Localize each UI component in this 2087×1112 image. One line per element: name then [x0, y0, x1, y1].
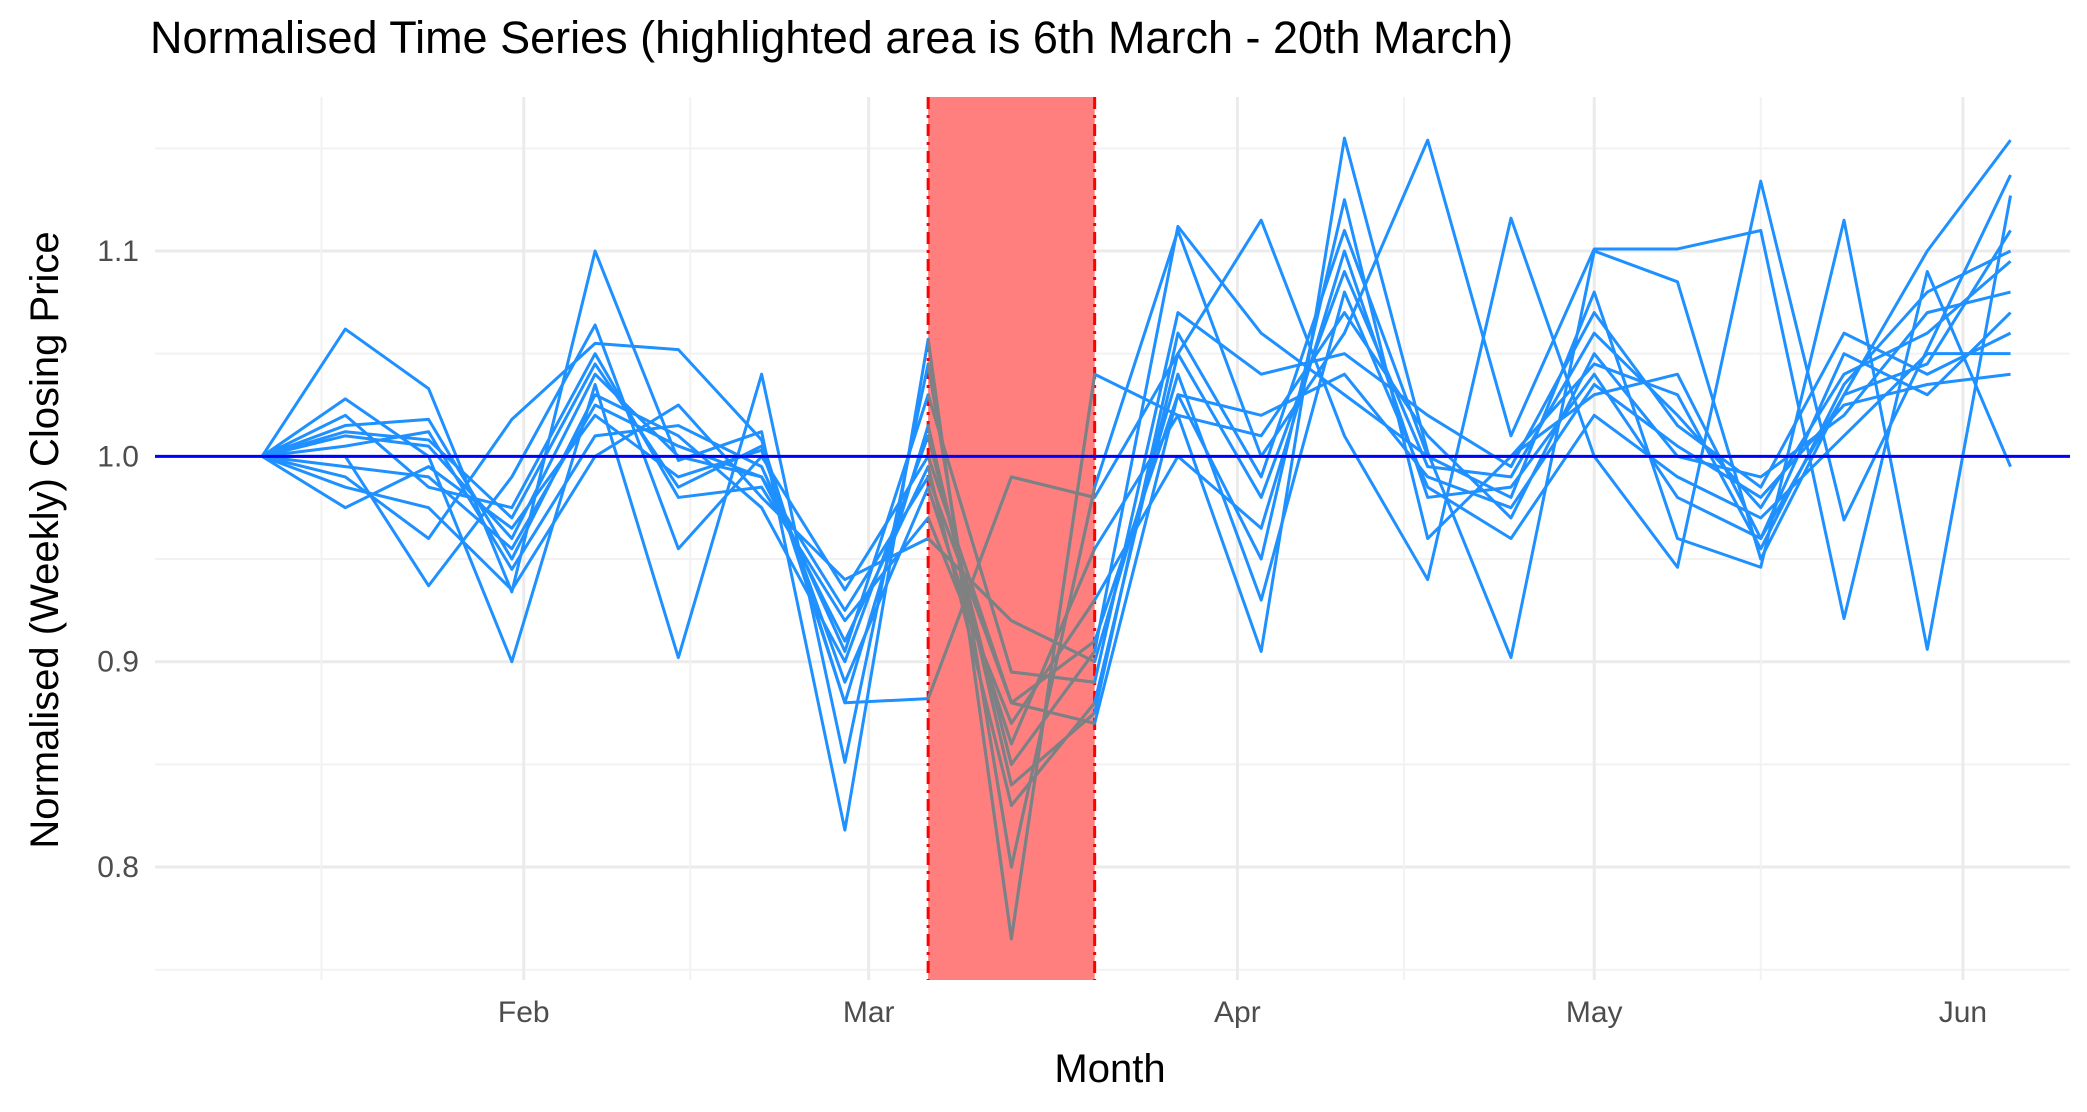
series-line-highlighted: [926, 476, 1096, 705]
series-line: [261, 174, 2012, 705]
x-axis-label: Month: [1054, 1047, 1165, 1091]
y-axis-label: Normalised (Weekly) Closing Price: [23, 231, 67, 848]
series-line-highlighted: [926, 394, 1095, 684]
y-tick-label: 0.9: [97, 646, 139, 679]
series-line-highlighted: [926, 475, 1096, 700]
x-tick-label: Apr: [1214, 996, 1261, 1029]
grid: [155, 97, 2070, 980]
series-line-highlighted: [926, 486, 1097, 746]
x-tick-label: Feb: [498, 996, 550, 1029]
chart-title: Normalised Time Series (highlighted area…: [150, 12, 1514, 63]
y-tick-label: 1.0: [97, 440, 139, 473]
series-line-highlighted: [926, 517, 1096, 725]
series-line: [261, 372, 2011, 705]
x-tick-label: May: [1566, 996, 1623, 1029]
series-lines: [260, 136, 2013, 941]
y-tick-label: 1.1: [97, 235, 139, 268]
series-line: [261, 290, 2011, 746]
series-line: [260, 136, 2012, 941]
series-line-highlighted: [926, 425, 1096, 787]
y-tick-label: 0.8: [97, 851, 139, 884]
axis-ticks: 0.8 0.9 1.0 1.1 Feb Mar Apr May Jun: [97, 235, 1987, 1029]
x-tick-label: Jun: [1939, 996, 1987, 1029]
series-line-highlighted: [927, 537, 1096, 664]
x-tick-label: Mar: [843, 996, 895, 1029]
